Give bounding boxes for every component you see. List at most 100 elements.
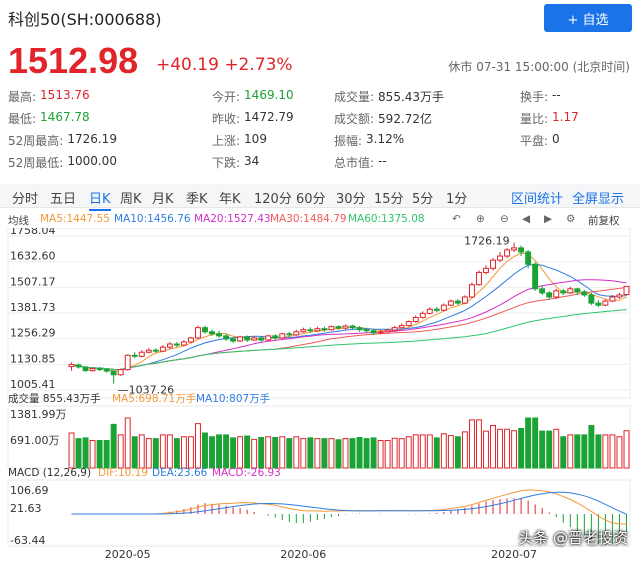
volume-bar (468, 419, 475, 469)
stats-row: 最高: 1513.76 今开: 1469.10 成交量: 855.43万手 换手: -- (8, 88, 632, 110)
fullscreen-link[interactable]: 全屏显示 (572, 192, 625, 207)
stat-label: 下跌: (212, 156, 241, 170)
ma5-value: MA5:1447.55 (40, 213, 110, 225)
ma5-line (71, 252, 627, 372)
stat-cell: 52周最低: 1000.00 (8, 154, 117, 171)
tab-2[interactable]: 日K (89, 188, 111, 211)
tab-11[interactable]: 5分 (412, 192, 434, 207)
volume-bar (412, 434, 419, 469)
volume-bar (454, 436, 461, 469)
candle-body (258, 337, 265, 341)
tab-7[interactable]: 120分 (254, 192, 292, 207)
tab-4[interactable]: 月K (152, 192, 174, 207)
candle-body (454, 300, 461, 304)
volume-bar (349, 438, 356, 469)
candle-body (131, 354, 138, 357)
volume-bar (187, 436, 194, 469)
volume-bar (546, 430, 553, 469)
volume-bar (173, 438, 180, 469)
volume-bar (328, 438, 335, 469)
stat-cell: 成交量: 855.43万手 (334, 88, 444, 105)
settings-icon[interactable]: ⚙ (566, 213, 576, 225)
candle-body (602, 300, 609, 306)
volume-bar (525, 417, 532, 469)
volume-bar (89, 440, 96, 469)
candle-body (180, 341, 187, 346)
candle-body (103, 369, 110, 372)
stats-grid: 最高: 1513.76 今开: 1469.10 成交量: 855.43万手 换手: -- 最低:… (8, 88, 632, 176)
tab-3[interactable]: 周K (120, 192, 142, 207)
candle-body (286, 333, 293, 336)
volume-bar (398, 438, 405, 469)
volume-bar (244, 435, 251, 469)
volume-bar (195, 423, 201, 469)
volume-bar (159, 434, 166, 469)
tab-9[interactable]: 30分 (336, 192, 366, 207)
tab-8[interactable]: 60分 (296, 192, 326, 207)
stat-value: 1469.10 (244, 88, 294, 102)
volume-bar (504, 428, 511, 469)
stat-value: -- (552, 88, 561, 102)
stat-cell: 下跌: 34 (212, 154, 259, 171)
prev-icon[interactable]: ↶ (452, 213, 461, 225)
tab-1[interactable]: 五日 (50, 192, 77, 207)
tab-12[interactable]: 1分 (446, 192, 468, 207)
ma-legend: 均线 MA5:1447.55 MA10:1456.76 MA20:1527.43… (0, 210, 640, 228)
stat-cell: 昨收: 1472.79 (212, 110, 294, 127)
stat-cell: 平盘: 0 (520, 132, 560, 149)
adjust-mode[interactable]: 前复权 (588, 215, 620, 227)
candle-body (124, 354, 131, 371)
candle-body (546, 292, 553, 298)
tab-0[interactable]: 分时 (12, 192, 39, 207)
stat-value: 855.43万手 (378, 90, 445, 104)
kline-chart[interactable]: 1758.04 1632.60 1507.17 1381.73 1256.29 1130.… (0, 228, 640, 568)
right-icon[interactable]: ▶ (544, 213, 553, 225)
y-tick-label: 1507.17 (10, 275, 56, 288)
volume-bar (490, 425, 496, 469)
stat-value: 1513.76 (40, 88, 90, 102)
candle-body (391, 327, 398, 331)
y-tick-label: 1005.41 (10, 378, 56, 391)
macd-dif: DIF:10.19 (98, 467, 148, 479)
stat-label: 昨收: (212, 112, 241, 126)
stat-cell: 上涨: 109 (212, 132, 267, 149)
volume-bar (138, 434, 145, 469)
candle-body (511, 247, 518, 251)
candle-body (307, 329, 314, 332)
zoom-out-icon[interactable]: ⊖ (500, 213, 509, 225)
y-tick-label: 1256.29 (10, 327, 56, 340)
stat-cell: 量比: 1.17 (520, 110, 579, 127)
candle-body (117, 369, 124, 376)
macd-label: MACD (12,26,9) (8, 467, 91, 479)
left-icon[interactable]: ◀ (522, 213, 531, 225)
tab-10[interactable]: 15分 (374, 192, 404, 207)
candle-body (166, 343, 173, 348)
stat-cell: 最低: 1467.78 (8, 110, 90, 127)
candle-body (518, 247, 525, 253)
candle-body (426, 308, 433, 314)
candle-body (384, 329, 391, 333)
zoom-in-icon[interactable]: ⊕ (476, 213, 485, 225)
ma30-line (71, 286, 627, 371)
stat-value: 0 (552, 132, 560, 146)
watermark: 头条 @晋老投资 (518, 529, 628, 547)
stat-label: 换手: (520, 90, 549, 104)
stat-label: 最高: (8, 90, 37, 104)
tab-6[interactable]: 年K (219, 192, 241, 207)
volume-tick: 691.00万 (10, 434, 60, 447)
volume-bar (251, 438, 258, 469)
volume-bar (602, 434, 609, 469)
add-watchlist-button[interactable]: + 自选 (544, 4, 632, 32)
range-stats-link[interactable]: 区间统计 (511, 192, 564, 207)
stat-label: 量比: (520, 112, 549, 126)
candle-body (314, 328, 321, 332)
stat-cell: 换手: -- (520, 88, 561, 105)
stat-cell: 总市值: -- (334, 154, 387, 171)
tab-5[interactable]: 季K (186, 192, 208, 207)
volume-bar (75, 438, 82, 469)
candle-body (398, 325, 405, 329)
volume-bar (377, 440, 384, 469)
candle-body (616, 294, 623, 298)
volume-bar (237, 436, 244, 469)
candle-body (419, 312, 426, 318)
